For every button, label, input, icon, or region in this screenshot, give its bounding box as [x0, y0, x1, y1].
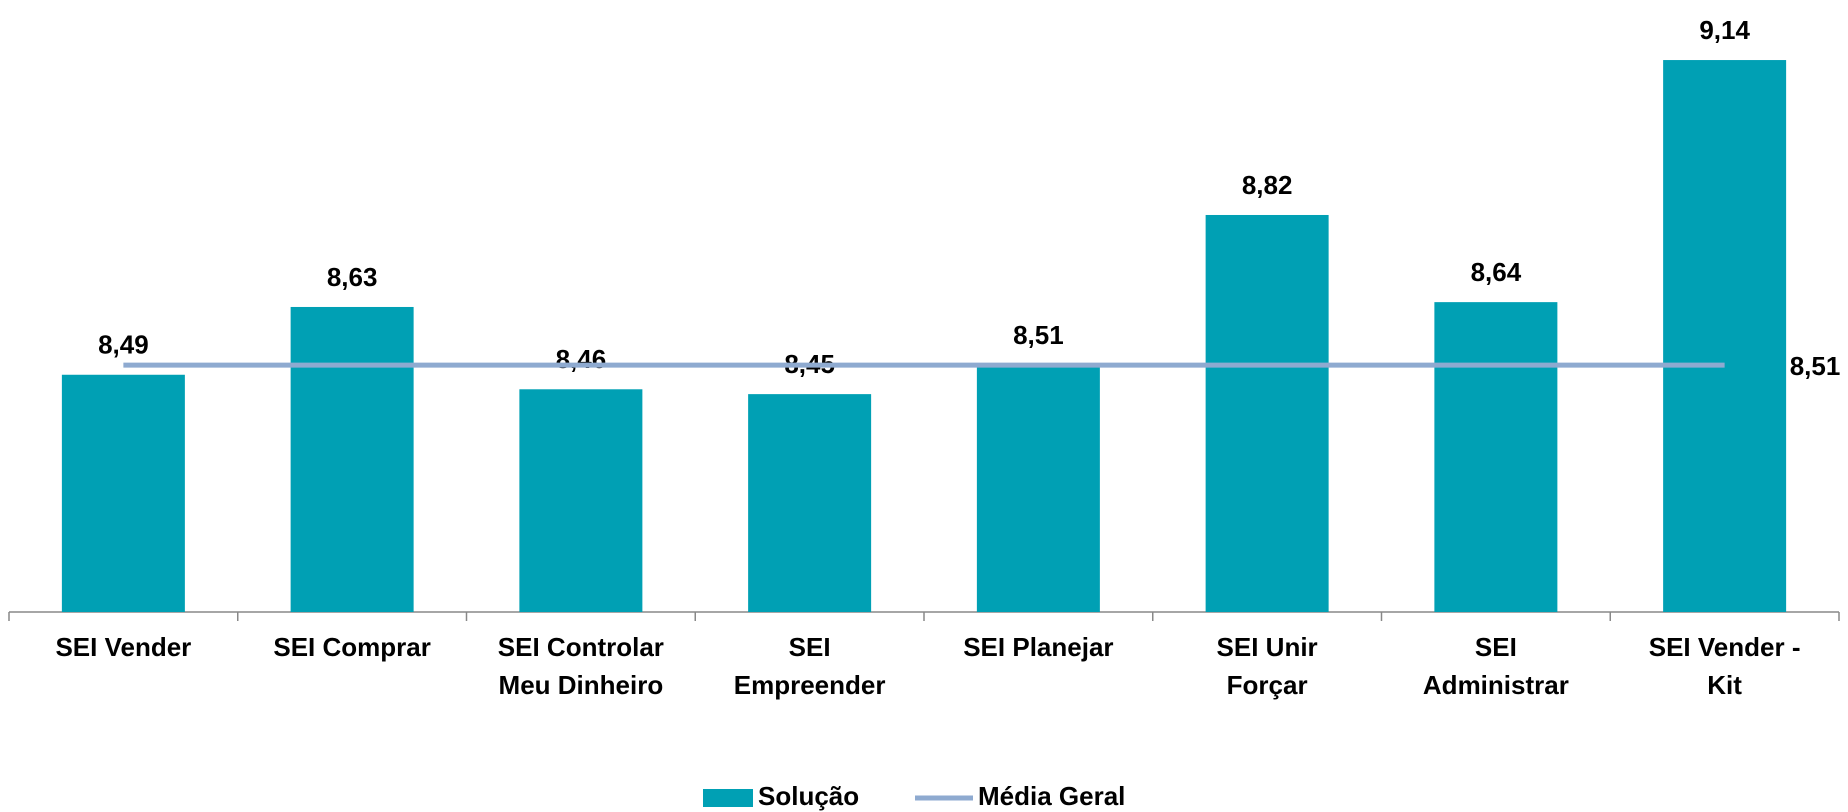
- x-tick-label: SEI Comprar: [273, 632, 431, 662]
- x-tick-label: SEI Administrar: [1423, 632, 1569, 700]
- bar: [290, 306, 414, 612]
- bar: [61, 374, 185, 612]
- x-tick-label: SEI Unir Forçar: [1217, 632, 1318, 700]
- x-tick-label: SEI Planejar: [963, 632, 1113, 662]
- x-tick-label: SEI Vender: [55, 632, 191, 662]
- legend-label: Média Geral: [978, 781, 1125, 811]
- data-label: 8,82: [1242, 170, 1293, 200]
- bar: [1663, 60, 1787, 613]
- data-label: 8,46: [556, 344, 607, 374]
- legend-swatch: [703, 789, 753, 807]
- data-label: 8,49: [98, 330, 149, 360]
- bar: [1434, 302, 1558, 612]
- data-label: 8,51: [1013, 320, 1064, 350]
- x-tick-label: SEI Controlar Meu Dinheiro: [498, 632, 664, 700]
- bar: [748, 394, 872, 612]
- data-label: 8,64: [1471, 257, 1522, 287]
- data-label: 8,51: [1790, 351, 1841, 381]
- x-tick-label: SEI Vender -Kit: [1649, 632, 1801, 700]
- bar: [976, 365, 1100, 612]
- data-label: 9,14: [1699, 15, 1750, 45]
- bar: [1205, 214, 1329, 612]
- legend-label: Solução: [758, 781, 859, 811]
- data-label: 8,63: [327, 262, 378, 292]
- bar: [519, 389, 643, 612]
- x-tick-label: SEI Empreender: [734, 632, 886, 700]
